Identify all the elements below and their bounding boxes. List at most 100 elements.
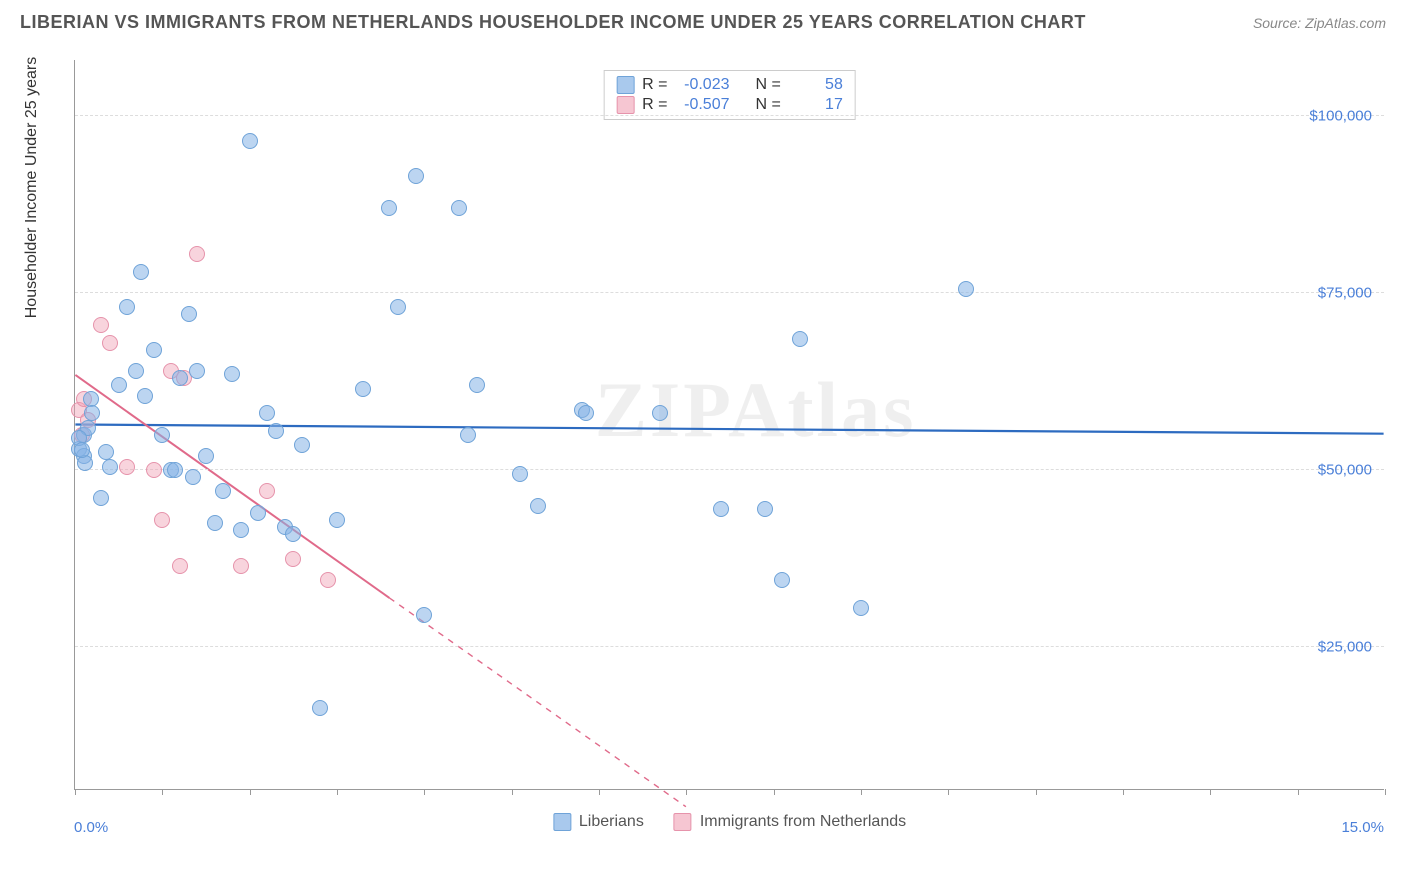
data-point [757,501,773,517]
trend-line [389,598,686,807]
data-point [774,572,790,588]
stats-row-pink: R = -0.507 N = 17 [616,95,843,115]
data-point [312,700,328,716]
x-tick [861,789,862,795]
data-point [119,459,135,475]
source-label: Source: [1253,15,1305,31]
data-point [189,363,205,379]
data-point [172,558,188,574]
data-point [460,427,476,443]
x-tick [948,789,949,795]
r-value-pink: -0.507 [676,96,730,114]
source-attribution: Source: ZipAtlas.com [1253,15,1386,31]
gridline [75,469,1384,470]
r-label: R = [642,76,667,94]
data-point [185,469,201,485]
data-point [320,572,336,588]
data-point [102,335,118,351]
y-axis-label: Householder Income Under 25 years [23,57,41,318]
data-point [146,462,162,478]
data-point [250,505,266,521]
data-point [512,466,528,482]
x-tick [424,789,425,795]
x-axis-min-label: 0.0% [74,819,108,836]
x-axis-max-label: 15.0% [1341,819,1384,836]
data-point [215,483,231,499]
data-point [259,483,275,499]
x-tick [1385,789,1386,795]
y-tick-label: $50,000 [1318,462,1372,479]
x-tick [337,789,338,795]
data-point [242,133,258,149]
data-point [390,299,406,315]
data-point [111,377,127,393]
data-point [146,342,162,358]
legend-label-pink: Immigrants from Netherlands [700,813,906,831]
plot-area: ZIPAtlas R = -0.023 N = 58 R = -0.507 N … [74,60,1384,790]
data-point [355,381,371,397]
y-tick-label: $100,000 [1309,107,1372,124]
data-point [652,405,668,421]
source-name: ZipAtlas.com [1305,15,1386,31]
data-point [84,405,100,421]
n-value-blue: 58 [789,76,843,94]
x-tick [162,789,163,795]
swatch-blue-icon [553,813,571,831]
data-point [259,405,275,421]
data-point [93,490,109,506]
n-value-pink: 17 [789,96,843,114]
swatch-pink-icon [616,96,634,114]
correlation-stats-legend: R = -0.023 N = 58 R = -0.507 N = 17 [603,70,856,120]
data-point [469,377,485,393]
stats-row-blue: R = -0.023 N = 58 [616,75,843,95]
data-point [451,200,467,216]
data-point [181,306,197,322]
chart-header: LIBERIAN VS IMMIGRANTS FROM NETHERLANDS … [0,0,1406,41]
x-tick [1210,789,1211,795]
x-tick [512,789,513,795]
data-point [128,363,144,379]
data-point [285,551,301,567]
x-tick [599,789,600,795]
chart-title: LIBERIAN VS IMMIGRANTS FROM NETHERLANDS … [20,12,1086,33]
data-point [154,512,170,528]
data-point [133,264,149,280]
data-point [530,498,546,514]
data-point [408,168,424,184]
legend-item-pink: Immigrants from Netherlands [674,813,906,831]
data-point [285,526,301,542]
data-point [119,299,135,315]
data-point [416,607,432,623]
data-point [167,462,183,478]
data-point [137,388,153,404]
swatch-blue-icon [616,76,634,94]
gridline [75,646,1384,647]
data-point [329,512,345,528]
legend-label-blue: Liberians [579,813,644,831]
gridline [75,115,1384,116]
legend-item-blue: Liberians [553,813,644,831]
data-point [74,442,90,458]
data-point [713,501,729,517]
r-value-blue: -0.023 [676,76,730,94]
data-point [268,423,284,439]
scatter-chart: Householder Income Under 25 years ZIPAtl… [50,50,1390,830]
series-legend: Liberians Immigrants from Netherlands [553,813,906,831]
data-point [189,246,205,262]
x-tick [1036,789,1037,795]
x-tick [250,789,251,795]
data-point [294,437,310,453]
y-tick-label: $25,000 [1318,639,1372,656]
data-point [233,558,249,574]
swatch-pink-icon [674,813,692,831]
data-point [792,331,808,347]
r-label: R = [642,96,667,114]
x-tick [1123,789,1124,795]
x-tick [774,789,775,795]
data-point [154,427,170,443]
x-tick [75,789,76,795]
data-point [958,281,974,297]
data-point [198,448,214,464]
x-tick [1298,789,1299,795]
data-point [102,459,118,475]
